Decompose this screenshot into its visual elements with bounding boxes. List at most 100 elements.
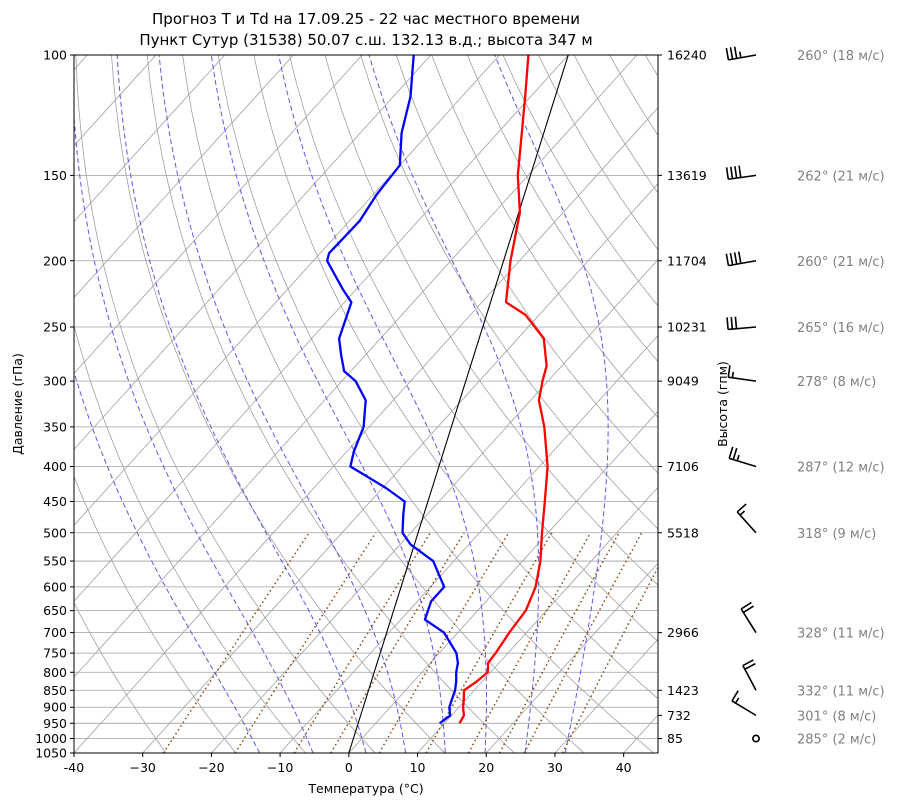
wind-barb [731, 690, 757, 717]
y2-tick-label: 16240 [667, 48, 707, 63]
wind-barb [726, 316, 757, 331]
wind-label: 260° (18 м/с) [797, 49, 885, 64]
y-tick-label: 650 [43, 603, 67, 618]
isotherm-line [211, 258, 658, 753]
wind-label: 332° (11 м/с) [797, 684, 885, 699]
mixing-ratio-line [378, 532, 510, 753]
y-tick-label: 100 [43, 48, 67, 63]
y2-tick-label: 11704 [667, 253, 707, 268]
y-tick-label: 150 [43, 168, 67, 183]
dry-adiabat-line [609, 55, 658, 136]
x-axis-label: Температура (°C) [307, 781, 423, 796]
isotherm-line [74, 55, 363, 375]
isotherm-line [761, 55, 900, 753]
x-tick-label: -40 [64, 760, 84, 775]
dry-adiabat-line [788, 55, 900, 753]
moist-adiabat-line [74, 109, 314, 753]
background-lines [74, 55, 900, 753]
dewpoint-profile-line [325, 55, 460, 725]
wind-barb [727, 365, 757, 382]
moist-adiabat-line [74, 370, 261, 753]
mixing-ratio-line [293, 532, 431, 753]
isotherm-line [74, 55, 226, 223]
moist-adiabat-line [494, 55, 609, 753]
dry-adiabat-line [74, 475, 237, 753]
x-tick-label: −10 [267, 760, 293, 775]
mixing-ratio-line [523, 532, 643, 753]
isotherm-line [74, 55, 569, 602]
dry-adiabat-line [111, 55, 446, 753]
x-tick-label: 20 [478, 760, 494, 775]
mixing-ratio-line [234, 532, 377, 753]
y-tick-label: 350 [43, 419, 67, 434]
wind-label: 260° (21 м/с) [797, 255, 885, 270]
dry-adiabat-line [74, 601, 167, 753]
x-tick-label: −20 [198, 760, 224, 775]
x-tick-label: 0 [345, 760, 353, 775]
wind-barb [742, 659, 757, 691]
dry-adiabat-line [182, 55, 585, 753]
isotherm-line [623, 714, 658, 753]
wind-label: 262° (21 м/с) [797, 169, 885, 184]
dry-adiabat-line [716, 55, 900, 753]
y-axis-label: Давление (гПа) [10, 353, 25, 455]
x-tick-label: −30 [130, 760, 156, 775]
y2-tick-label: 7106 [667, 459, 699, 474]
wind-barb [751, 734, 760, 743]
y2-axis-label: Высота (гпм) [715, 361, 730, 447]
y-tick-label: 600 [43, 579, 67, 594]
y-tick-label: 250 [43, 319, 67, 334]
y-tick-label: 750 [43, 646, 67, 661]
y2-tick-label: 2966 [667, 625, 699, 640]
wind-barb [725, 165, 757, 181]
y2-tick-label: 13619 [667, 168, 707, 183]
moist-adiabat-line [116, 55, 367, 753]
y-tick-label: 900 [43, 700, 67, 715]
isotherm-line [74, 55, 638, 678]
dry-adiabat-line [431, 55, 658, 419]
y-tick-label: 1050 [35, 746, 67, 761]
wind-label: 318° (9 м/с) [797, 527, 876, 542]
y-tick-label: 850 [43, 683, 67, 698]
chart-subtitle: Пункт Сутур (31538) 50.07 с.ш. 132.13 в.… [139, 31, 592, 49]
y-tick-label: 450 [43, 494, 67, 509]
mixing-ratio-line [467, 532, 592, 753]
dry-adiabat-line [752, 55, 900, 753]
isotherm-line [348, 410, 658, 753]
dry-adiabat-line [644, 55, 658, 78]
wind-label: 328° (11 м/с) [797, 627, 885, 642]
plot-frame [73, 54, 659, 754]
mixing-ratio-line [162, 532, 310, 753]
dry-adiabat-line [466, 55, 658, 363]
chart-title: Прогноз T и Td на 17.09.25 - 22 час мест… [152, 10, 580, 28]
y-tick-label: 400 [43, 459, 67, 474]
dry-adiabat-line [395, 55, 658, 474]
wind-label: 301° (8 м/с) [797, 709, 876, 724]
isotherm-line [74, 55, 432, 450]
dry-adiabat-line [75, 55, 376, 753]
dry-adiabat-line [74, 323, 306, 753]
wind-barb [725, 251, 757, 267]
x-tick-label: 30 [547, 760, 563, 775]
temperature-profile-line [458, 55, 549, 724]
dry-adiabat-line [217, 55, 655, 753]
mixing-ratio-line [330, 532, 465, 753]
y2-tick-label: 732 [667, 708, 691, 723]
y2-tick-label: 9049 [667, 374, 699, 389]
wind-label: 265° (16 м/с) [797, 321, 885, 336]
isotherm-line [74, 55, 294, 299]
isotherm-line [279, 334, 658, 753]
wind-label: 287° (12 м/с) [797, 461, 885, 476]
dry-adiabat-line [360, 55, 658, 530]
dry-adiabat-line [324, 55, 658, 586]
y-tick-label: 1000 [35, 731, 67, 746]
y-tick-label: 300 [43, 374, 67, 389]
y2-tick-label: 85 [667, 731, 683, 746]
moist-adiabat-line [158, 55, 407, 753]
wind-barb [736, 503, 757, 534]
wind-barbs: 260° (18 м/с) 262° (21 м/с) 260° (21 м/с) 2… [725, 46, 885, 748]
wind-barb [728, 446, 757, 468]
y2-tick-label: 10231 [667, 319, 707, 334]
